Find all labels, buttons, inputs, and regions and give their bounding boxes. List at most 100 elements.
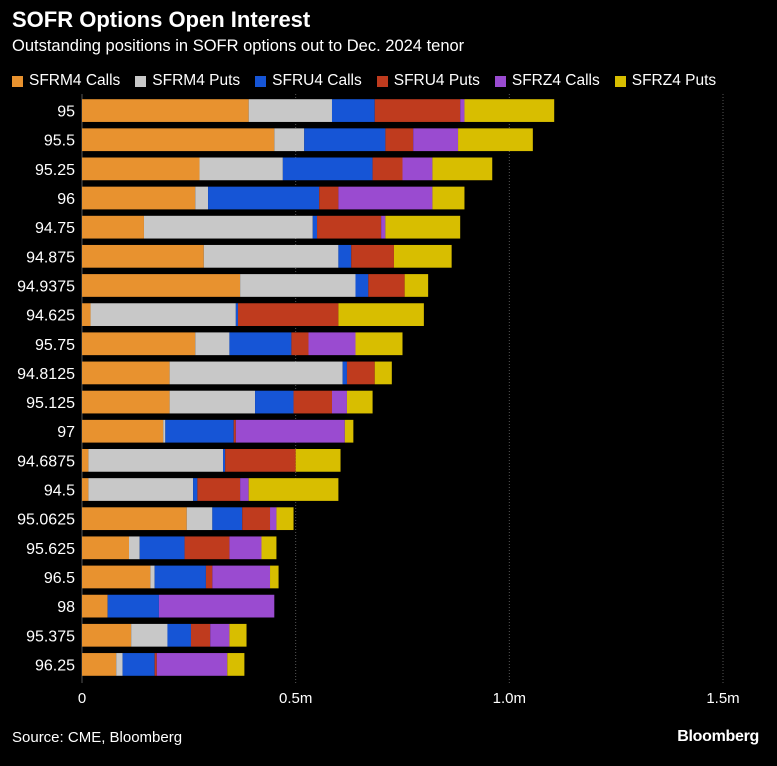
bar-segment: [331, 390, 347, 414]
bar-segment: [210, 623, 230, 647]
bar-segment: [346, 361, 375, 385]
category-label: 95.5: [44, 133, 75, 150]
category-label: 97: [57, 424, 75, 441]
bar-segment: [338, 244, 352, 268]
bar-segment: [338, 303, 424, 326]
bar-segment: [293, 390, 332, 414]
category-label: 95.0625: [17, 512, 75, 529]
bar-segment: [88, 478, 194, 501]
bar-segment: [122, 653, 155, 676]
bar-segment: [338, 186, 433, 210]
legend-item-2: SFRU4 Calls: [255, 72, 362, 90]
bar-segment: [82, 215, 144, 239]
legend-label: SFRU4 Calls: [272, 72, 362, 89]
bar-segment: [374, 99, 461, 122]
bar-segment: [291, 332, 309, 356]
bar-segment: [184, 536, 230, 560]
legend-label: SFRM4 Calls: [29, 72, 121, 89]
bar-segment: [156, 653, 228, 676]
bar-segment: [276, 507, 294, 531]
bar-segment: [355, 274, 369, 297]
category-label: 95.75: [35, 337, 75, 354]
bar-segment: [261, 536, 277, 560]
category-label: 96: [57, 191, 75, 208]
bar-segment: [460, 99, 465, 122]
bar-segment: [131, 623, 168, 647]
chart-subtitle: Outstanding positions in SOFR options ou…: [12, 37, 465, 55]
bloomberg-logo: Bloomberg: [677, 728, 759, 745]
x-tick-label: 0: [78, 690, 86, 707]
bar-segment: [193, 478, 198, 501]
bar-segment: [82, 157, 200, 181]
category-label: 96.25: [35, 657, 75, 674]
bar-segment: [413, 128, 459, 152]
bar-segment: [402, 157, 433, 181]
bar-segment: [212, 565, 271, 589]
category-label: 98: [57, 599, 75, 616]
bar-segment: [197, 478, 241, 501]
bar-segment: [464, 99, 555, 122]
category-label: 94.8125: [17, 366, 75, 383]
bar-segment: [143, 215, 313, 239]
category-label: 95.625: [26, 541, 75, 558]
bar-segment: [270, 507, 277, 531]
bar-segment: [229, 623, 247, 647]
bar-segment: [404, 274, 429, 297]
bar-segment: [432, 186, 465, 210]
x-tick-label: 0.5m: [279, 690, 312, 707]
bar-segment: [165, 419, 234, 443]
bar-segment: [82, 653, 117, 676]
bar-segment: [82, 244, 204, 268]
bar-segment: [385, 215, 461, 239]
bar-segment: [88, 449, 224, 472]
bar-segment: [331, 99, 375, 122]
bar-segment: [295, 449, 341, 472]
bar-segment: [169, 390, 256, 414]
legend-label: SFRZ4 Calls: [511, 72, 600, 89]
bar-segment: [458, 128, 533, 152]
legend-label: SFRM4 Puts: [152, 72, 241, 89]
bar-segment: [225, 449, 296, 472]
bar-segment: [282, 157, 373, 181]
bar-segment: [223, 449, 226, 472]
bar-segment: [344, 419, 354, 443]
bar-segment: [82, 536, 130, 560]
bar-segment: [139, 536, 185, 560]
legend-swatch: [376, 75, 388, 87]
bar-segment: [381, 215, 386, 239]
bar-segment: [186, 507, 213, 531]
bar-segment: [150, 565, 155, 589]
bar-segment: [90, 303, 236, 326]
legend-item-4: SFRZ4 Calls: [494, 72, 600, 90]
category-label: 95.125: [26, 395, 75, 412]
bar-segment: [212, 507, 243, 531]
category-label: 94.875: [26, 249, 75, 266]
legend-swatch: [255, 75, 267, 87]
bar-segment: [82, 419, 164, 443]
bar-segment: [270, 565, 279, 589]
legend-label: SFRZ4 Puts: [631, 72, 717, 89]
bar-segment: [235, 419, 345, 443]
category-label: 94.6875: [17, 453, 75, 470]
bar-segment: [274, 128, 305, 152]
category-label: 96.5: [44, 570, 75, 587]
legend-swatch: [614, 75, 626, 87]
legend-item-5: SFRZ4 Puts: [614, 72, 717, 90]
category-label: 95.375: [26, 628, 75, 645]
chart-title: SOFR Options Open Interest: [12, 7, 311, 32]
bar-segment: [203, 244, 339, 268]
bar-segment: [248, 478, 339, 501]
bar-segment: [346, 390, 373, 414]
bar-segment: [227, 653, 245, 676]
legend-swatch: [494, 75, 506, 87]
bar-segment: [229, 332, 292, 356]
bar-segment: [82, 507, 187, 531]
bar-segment: [304, 128, 386, 152]
legend-item-3: SFRU4 Puts: [376, 72, 480, 90]
bar-segment: [82, 449, 89, 472]
bar-segment: [82, 128, 275, 152]
category-label: 95: [57, 104, 75, 121]
bar-segment: [312, 215, 318, 239]
source-note: Source: CME, Bloomberg: [12, 729, 183, 746]
bar-segment: [240, 274, 356, 297]
